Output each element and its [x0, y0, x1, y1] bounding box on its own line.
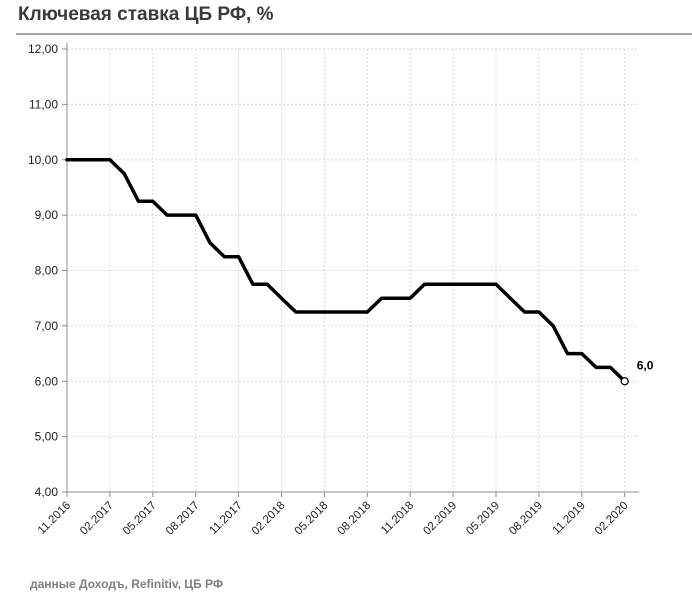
- x-tick-label: 02.2020: [593, 500, 631, 538]
- y-tick-label: 7,00: [35, 319, 59, 333]
- x-tick-label: 02.2017: [78, 500, 116, 538]
- page-title: Ключевая ставка ЦБ РФ, %: [18, 4, 274, 25]
- y-tick-label: 10,00: [28, 153, 58, 167]
- x-tick-label: 11.2019: [551, 500, 588, 537]
- rate-line: [65, 158, 627, 384]
- y-tick-label: 6,00: [35, 374, 59, 388]
- y-tick-label: 11,00: [29, 97, 58, 111]
- end-point-marker: [620, 377, 629, 386]
- x-tick-label: 02.2019: [421, 500, 459, 538]
- x-tick-label: 11.2017: [207, 500, 244, 537]
- x-tick-label: 08.2018: [336, 500, 374, 538]
- y-tick-label: 5,00: [35, 430, 59, 444]
- x-tick-label: 11.2016: [36, 500, 73, 537]
- x-tick-label: 08.2019: [507, 500, 545, 538]
- y-tick-label: 4,00: [35, 485, 59, 499]
- y-tick-label: 8,00: [35, 264, 59, 278]
- title-divider: [16, 33, 692, 35]
- y-tick-label: 9,00: [35, 208, 59, 222]
- data-label: 6,0: [637, 358, 654, 372]
- source-note: данные Доходъ, Refinitiv, ЦБ РФ: [30, 577, 224, 591]
- x-tick-label: 05.2019: [464, 500, 502, 538]
- x-tick-label: 02.2018: [250, 500, 288, 538]
- y-tick-label: 12,00: [28, 42, 58, 56]
- x-tick-label: 05.2018: [293, 500, 331, 538]
- x-tick-label: 08.2017: [164, 500, 202, 538]
- x-tick-label: 11.2018: [379, 500, 416, 537]
- x-tick-label: 05.2017: [121, 500, 159, 538]
